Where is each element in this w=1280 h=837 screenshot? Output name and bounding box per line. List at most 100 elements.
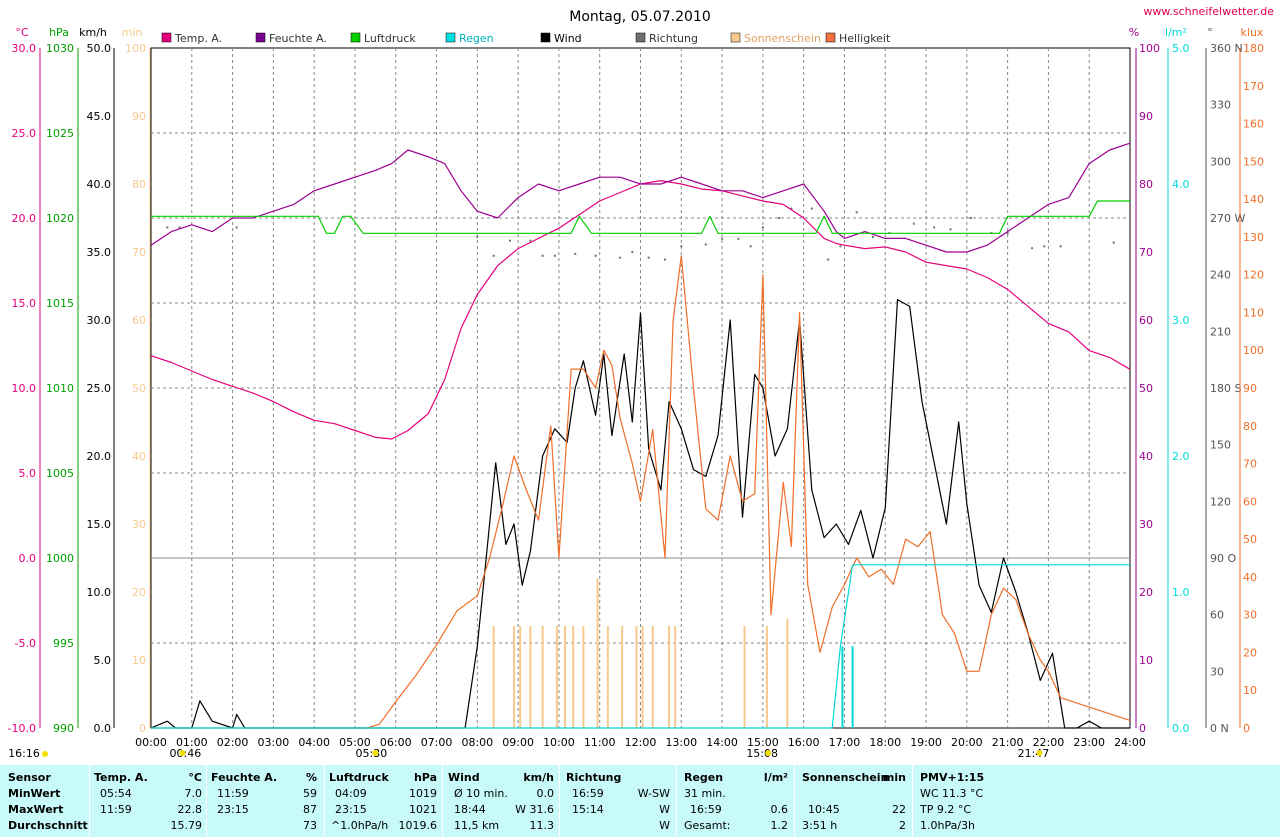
tick-label-wind: 25.0 (87, 382, 112, 395)
direction-point (1031, 247, 1034, 250)
tick-label-humidity: 40 (1139, 450, 1153, 463)
tick-label-direction: 60 (1210, 609, 1224, 622)
series-helligkeit (151, 255, 1131, 729)
label-sensor: Sensor (8, 771, 51, 784)
stats-wind: Wind km/h Ø 10 min. 0.0 18:44 W 31.6 11,… (448, 771, 554, 832)
legend-label: Wind (554, 32, 582, 45)
tick-label-brightness: 60 (1243, 495, 1257, 508)
sun-icon (1036, 750, 1043, 756)
tick-label-humidity: 100 (1139, 42, 1160, 55)
direction-point (1059, 245, 1062, 248)
tick-label-brightness: 10 (1243, 684, 1257, 697)
tick-label-brightness: 140 (1243, 193, 1264, 206)
direction-point (1043, 245, 1046, 248)
tick-label-sunshine: 100 (125, 42, 146, 55)
label-max: MaxWert (8, 803, 64, 816)
sun-event-label: 15:08 (746, 747, 778, 760)
direction-point (737, 237, 740, 240)
tick-label-temp: 25.0 (12, 127, 37, 140)
tick-label-direction: 120 (1210, 495, 1231, 508)
tick-label-temp: -5.0 (15, 637, 36, 650)
tick-label-wind: 5.0 (94, 654, 112, 667)
x-tick-label: 20:00 (951, 736, 983, 749)
tick-label-temp: 20.0 (12, 212, 37, 225)
x-tick-label: 19:00 (910, 736, 942, 749)
x-tick-label: 01:00 (176, 736, 208, 749)
tick-label-wind: 30.0 (87, 314, 112, 327)
direction-point (492, 254, 495, 257)
direction-point (594, 254, 597, 257)
tick-label-rain: 4.0 (1172, 178, 1190, 191)
tick-label-brightness: 170 (1243, 80, 1264, 93)
legend-label: Richtung (649, 32, 698, 45)
x-tick-label: 12:00 (625, 736, 657, 749)
right-axes: 10090807060504030201005.04.03.02.01.00.0… (1135, 42, 1264, 735)
grid (150, 47, 1131, 729)
tick-label-wind: 45.0 (87, 110, 112, 123)
tick-label-sunshine: 0 (139, 722, 146, 735)
direction-point (969, 217, 972, 219)
tick-label-pressure: 990 (53, 722, 74, 735)
tick-label-pressure: 1010 (46, 382, 74, 395)
direction-point (778, 217, 781, 219)
x-tick-label: 09:00 (502, 736, 534, 749)
tick-label-brightness: 120 (1243, 269, 1264, 282)
tick-label-humidity: 50 (1139, 382, 1153, 395)
axis-unit-label: °C (15, 26, 29, 39)
direction-point (839, 245, 842, 248)
x-tick-label: 21:00 (992, 736, 1024, 749)
tick-label-wind: 15.0 (87, 518, 112, 531)
tick-label-brightness: 180 (1243, 42, 1264, 55)
site-url[interactable]: www.schneifelwetter.de (1143, 5, 1274, 18)
tick-label-rain: 2.0 (1172, 450, 1190, 463)
label-avg: Durchschnitt (8, 819, 88, 832)
direction-point (933, 226, 936, 229)
x-tick-label: 14:00 (706, 736, 738, 749)
tick-label-direction: 150 (1210, 439, 1231, 452)
tick-label-direction: 240 (1210, 269, 1231, 282)
label-min: MinWert (8, 787, 61, 800)
axis-unit-label: min (122, 26, 143, 39)
tick-label-brightness: 0 (1243, 722, 1250, 735)
axis-unit-label: hPa (49, 26, 69, 39)
legend-swatch (445, 32, 456, 43)
direction-point (235, 226, 238, 229)
sun-icon (372, 750, 379, 756)
tick-label-wind: 10.0 (87, 586, 112, 599)
direction-point (1112, 241, 1115, 244)
stats-rain: Regen l/m² 31 min. 16:59 0.6 Gesamt: 1.2 (684, 771, 788, 832)
direction-point (541, 254, 544, 257)
tick-label-sunshine: 80 (132, 178, 146, 191)
direction-point (574, 252, 577, 255)
legend-swatch (635, 32, 646, 43)
direction-point (827, 258, 830, 261)
stats-table: Sensor MinWert MaxWert Durchschnitt Temp… (0, 765, 1280, 837)
tick-label-temp: 10.0 (12, 382, 37, 395)
direction-point (178, 226, 181, 229)
tick-label-sunshine: 40 (132, 450, 146, 463)
x-tick-label: 00:00 (135, 736, 167, 749)
axis-unit-labels: °C hPa km/h min% l/m² ° klux (15, 26, 1264, 39)
direction-point (619, 256, 622, 259)
axis-unit-label: klux (1241, 26, 1264, 39)
direction-point (631, 251, 634, 253)
tick-label-sunshine: 20 (132, 586, 146, 599)
tick-label-pressure: 995 (53, 637, 74, 650)
tick-label-temp: 0.0 (19, 552, 37, 565)
tick-label-brightness: 40 (1243, 571, 1257, 584)
tick-label-temp: 30.0 (12, 42, 37, 55)
direction-point (529, 239, 532, 242)
legend-swatch (255, 32, 266, 43)
legend-label: Sonnenschein (744, 32, 821, 45)
sun-event-label: 05:30 (356, 747, 388, 760)
direction-point (721, 237, 724, 240)
x-tick-label: 02:00 (217, 736, 249, 749)
legend-swatch (350, 32, 361, 43)
axis-unit-label: km/h (79, 26, 107, 39)
tick-label-humidity: 90 (1139, 110, 1153, 123)
direction-point (810, 207, 813, 210)
series-temp-a (150, 180, 1131, 440)
legend-label: Temp. A. (174, 32, 222, 45)
direction-point (912, 222, 915, 225)
x-tick-label: 11:00 (584, 736, 616, 749)
